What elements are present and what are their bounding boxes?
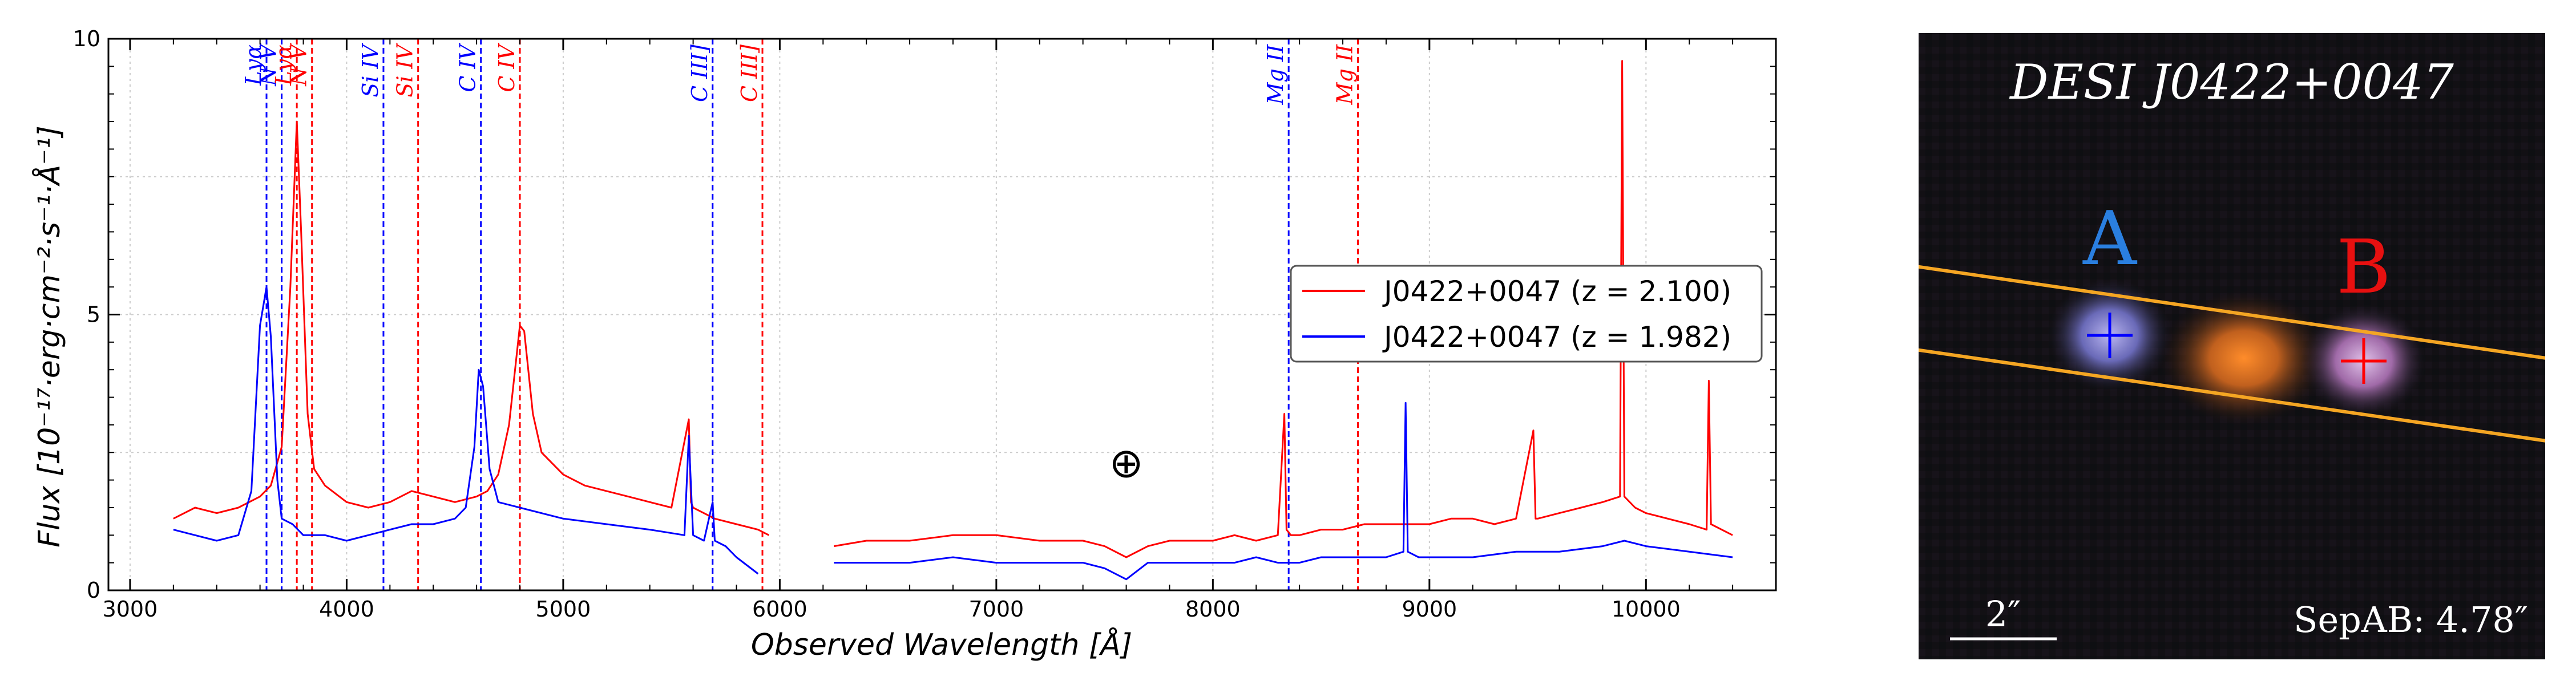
y-axis-title: Flux [10⁻¹⁷·erg·cm⁻²·s⁻¹·Å⁻¹] bbox=[31, 125, 67, 548]
series-line-1 bbox=[173, 286, 759, 575]
legend-box bbox=[1290, 265, 1763, 363]
legend: J0422+0047 (z = 2.100) J0422+0047 (z = 1… bbox=[1290, 265, 1763, 363]
cutout-image: DESI J0422+0047 A B 2″ SepAB: 4.78″ bbox=[1919, 33, 2545, 659]
label-source-a: A bbox=[2082, 195, 2138, 282]
separation-text: SepAB: 4.78″ bbox=[2294, 599, 2528, 641]
emission-line-label: Si IV bbox=[358, 42, 383, 97]
emission-line-label: C III] bbox=[737, 44, 762, 102]
emission-line-label: Si IV bbox=[393, 42, 418, 97]
axes-layer: 3000 4000 5000 6000 7000 8000 9000 10000 0 5 10 bbox=[73, 26, 1777, 622]
x-tick-label: 9000 bbox=[1402, 597, 1457, 622]
x-tick-label: 4000 bbox=[319, 597, 374, 622]
marker-a bbox=[2087, 313, 2133, 358]
legend-label-blue: J0422+0047 (z = 1.982) bbox=[1382, 321, 1731, 354]
emission-line-label: Lyα bbox=[271, 44, 296, 86]
series-layer bbox=[173, 60, 1733, 581]
emission-line-label: Lyα bbox=[241, 44, 266, 86]
telluric-symbol: ⊕ bbox=[1109, 439, 1143, 487]
emission-line-label: N V bbox=[256, 42, 281, 86]
x-tick-label: 6000 bbox=[752, 597, 807, 622]
y-tick-label: 5 bbox=[87, 302, 100, 327]
x-tick-label: 10000 bbox=[1612, 597, 1681, 622]
marker-b bbox=[2341, 338, 2387, 384]
y-tick-label: 10 bbox=[73, 26, 100, 51]
x-axis-title: Observed Wavelength [Å] bbox=[751, 627, 1132, 662]
x-tick-label: 3000 bbox=[103, 597, 158, 622]
emission-line-label: C IV bbox=[455, 42, 481, 92]
emission-line-label: N V bbox=[286, 42, 312, 86]
series-line-0 bbox=[834, 60, 1733, 558]
emission-line-label: C IV bbox=[494, 42, 519, 92]
emission-line-label: Mg II bbox=[1263, 44, 1288, 105]
legend-label-red: J0422+0047 (z = 2.100) bbox=[1382, 275, 1731, 308]
emission-line-label: C III] bbox=[687, 44, 712, 102]
label-source-b: B bbox=[2336, 224, 2391, 310]
series-line-0 bbox=[173, 120, 770, 536]
series-line-1 bbox=[834, 402, 1733, 581]
cutout-image-panel: DESI J0422+0047 A B 2″ SepAB: 4.78″ bbox=[1919, 33, 2545, 659]
scale-label: 2″ bbox=[1985, 593, 2021, 635]
x-tick-label: 7000 bbox=[969, 597, 1024, 622]
x-tick-label: 5000 bbox=[536, 597, 591, 622]
emission-line-label: Mg II bbox=[1333, 44, 1358, 105]
y-tick-label: 0 bbox=[87, 578, 100, 603]
x-tick-label: 8000 bbox=[1185, 597, 1241, 622]
image-title: DESI J0422+0047 bbox=[2009, 54, 2454, 110]
slit-edge-bottom bbox=[1919, 348, 2545, 443]
slit-edge-top bbox=[1919, 265, 2545, 360]
